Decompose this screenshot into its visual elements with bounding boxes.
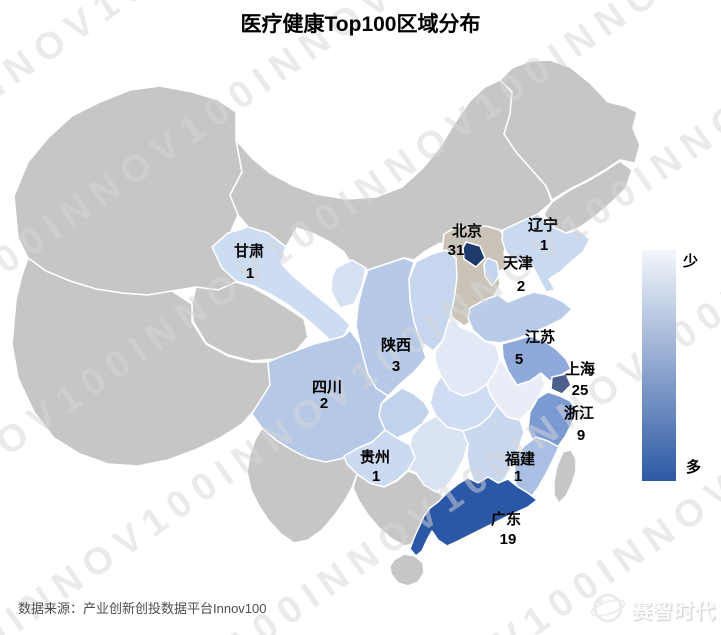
province-qinghai: [191, 281, 309, 362]
province-ningxia: [330, 259, 367, 309]
brand-name: 赛智时代: [632, 600, 716, 623]
province-guangdong: [409, 476, 538, 557]
province-tianjin: [483, 257, 500, 287]
province-liaoning: [501, 213, 591, 293]
province-hainan: [389, 553, 425, 587]
page-title: 医疗健康Top100区域分布: [240, 13, 481, 36]
province-guizhou: [343, 429, 416, 488]
province-shandong: [467, 291, 573, 344]
data-source-note: 数据来源：产业创新创投数据平台Innov100: [18, 601, 267, 616]
legend-high-label: 多: [686, 459, 702, 476]
province-taiwan: [553, 449, 577, 504]
legend-low-label: 少: [683, 253, 699, 270]
province-beijing: [462, 241, 486, 268]
province-gansu: [211, 226, 351, 341]
province-sichuan: [251, 329, 389, 463]
province-shanghai: [550, 373, 572, 395]
province-fujian: [513, 436, 560, 501]
province-jiangxi: [462, 404, 525, 493]
province-xinjiang: [13, 85, 243, 296]
brand-globe-icon: [590, 593, 626, 623]
brand-logo: 赛智时代: [588, 588, 718, 630]
province-heilongjiang: [499, 59, 641, 201]
legend-gradient-bar: [642, 250, 676, 481]
province-shaanxi: [355, 257, 427, 397]
